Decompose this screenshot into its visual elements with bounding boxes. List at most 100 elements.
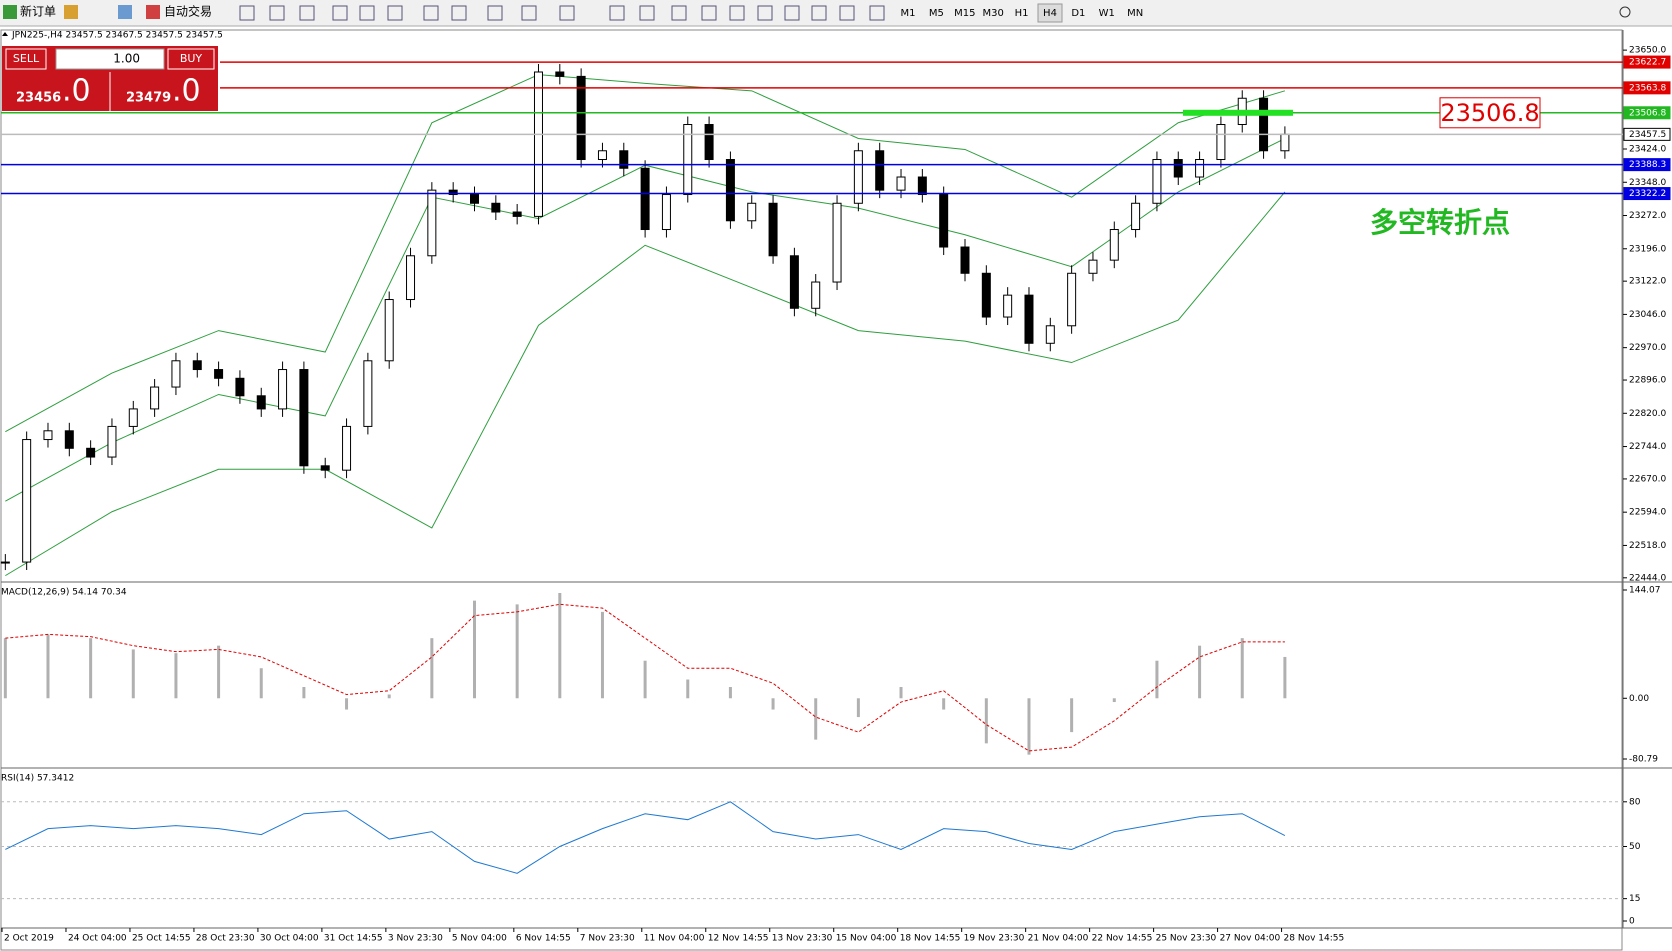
y-tick-label: 23122.0 [1629, 277, 1666, 287]
search-icon[interactable] [1619, 6, 1631, 18]
candle [64, 430, 74, 449]
timeframe[interactable]: W1 [1099, 8, 1115, 19]
buy-price[interactable]: 23479 [126, 91, 171, 106]
candle [1109, 229, 1119, 261]
tool-icon[interactable] [671, 5, 687, 21]
candle [1216, 124, 1226, 161]
x-tick-label: 13 Nov 23:30 [772, 934, 833, 944]
sell-price[interactable]: 23456 [16, 91, 61, 106]
lot-value[interactable]: 1.00 [113, 52, 140, 66]
candle [427, 189, 437, 257]
turn-marker [1183, 109, 1293, 116]
plots: 23650.0 23424.0 23348.0 23272.0 23196.0 23122… [0, 46, 1671, 944]
sell-label[interactable]: SELL [13, 52, 40, 65]
buy-button[interactable] [167, 48, 215, 70]
candle [299, 369, 309, 467]
tool-icon[interactable] [839, 5, 855, 21]
candle [22, 439, 32, 563]
level-tag [1623, 187, 1671, 201]
timeframe[interactable]: D1 [1071, 8, 1085, 19]
tool-icon[interactable] [521, 5, 537, 21]
y-tick-label: 22594.0 [1629, 508, 1666, 518]
sell-price-frac[interactable]: .0 [62, 74, 91, 109]
x-tick-label: 11 Nov 04:00 [644, 934, 705, 944]
level-tag [1623, 81, 1671, 95]
timeframe[interactable]: M15 [954, 8, 975, 19]
candle [704, 124, 714, 161]
candle [235, 377, 245, 397]
tool-icon[interactable] [332, 5, 348, 21]
candle [86, 447, 96, 458]
bollinger-upper [5, 74, 1286, 433]
level-tag [1623, 158, 1671, 172]
candle [725, 159, 735, 222]
tool-icon[interactable] [423, 5, 439, 21]
tool-icon[interactable] [559, 5, 575, 21]
timeframe[interactable]: MN [1127, 8, 1143, 19]
tool-icon[interactable] [811, 5, 827, 21]
timeframe[interactable]: M30 [983, 8, 1004, 19]
candle [1195, 159, 1205, 178]
tool-icon[interactable] [784, 5, 800, 21]
y-tick-label: 50 [1629, 842, 1641, 852]
candle [576, 75, 586, 161]
tool-icon[interactable] [64, 5, 78, 19]
y-tick-label: 80 [1629, 797, 1641, 807]
tool-icon[interactable] [387, 5, 403, 21]
auto-trade-icon[interactable] [146, 5, 160, 19]
lot-input[interactable] [55, 48, 165, 70]
y-tick-label: 22820.0 [1629, 409, 1666, 419]
tool-icon[interactable] [269, 5, 285, 21]
candle [256, 395, 266, 410]
candle [512, 211, 522, 217]
tool-icon[interactable] [757, 5, 773, 21]
level-label: 23622.7 [1629, 58, 1666, 68]
tool-icon[interactable] [118, 5, 132, 19]
level-label: 23506.8 [1629, 108, 1666, 118]
tool-icon[interactable] [359, 5, 375, 21]
candle [43, 430, 53, 441]
tool-icon[interactable] [869, 5, 885, 21]
candle [832, 202, 842, 283]
x-tick-label: 25 Nov 23:30 [1156, 934, 1217, 944]
timeframe[interactable]: H1 [1015, 8, 1029, 19]
new-order[interactable]: 新订单 [20, 4, 56, 19]
tool-icon[interactable] [299, 5, 315, 21]
candle [1131, 202, 1141, 231]
tool-icon[interactable] [487, 5, 503, 21]
x-tick-label: 22 Nov 14:55 [1092, 934, 1153, 944]
y-tick-label: 23272.0 [1629, 211, 1666, 221]
candle [917, 176, 927, 196]
level-tag [1623, 127, 1671, 141]
timeframe[interactable]: H4 [1043, 8, 1057, 19]
sell-button[interactable] [5, 48, 47, 70]
macd-header: MACD(12,26,9) 54.14 70.34 [1, 588, 127, 598]
x-tick-label: 15 Nov 04:00 [836, 934, 897, 944]
auto-trade[interactable]: 自动交易 [164, 4, 212, 19]
timeframe[interactable]: M1 [901, 8, 916, 19]
candle [342, 425, 352, 471]
candle [107, 425, 117, 458]
candle [363, 360, 373, 427]
x-tick-label: 24 Oct 04:00 [68, 934, 127, 944]
tool-icon[interactable] [729, 5, 745, 21]
timeframe[interactable]: M5 [929, 8, 944, 19]
x-tick-label: 12 Nov 14:55 [708, 934, 769, 944]
y-tick-label: 22444.0 [1629, 573, 1666, 583]
chart-frame [0, 29, 1623, 951]
y-tick-label: 22744.0 [1629, 442, 1666, 452]
candle [747, 202, 757, 222]
tool-icon[interactable] [609, 5, 625, 21]
tool-icon[interactable] [639, 5, 655, 21]
candle [619, 150, 629, 169]
buy-label[interactable]: BUY [180, 52, 203, 65]
candle [406, 255, 416, 301]
tool-icon[interactable] [239, 5, 255, 21]
buy-price-frac[interactable]: .0 [172, 74, 201, 109]
new-order-icon[interactable] [3, 5, 17, 19]
x-tick-label: 5 Nov 04:00 [452, 934, 507, 944]
tool-icon[interactable] [451, 5, 467, 21]
tool-icon[interactable] [701, 5, 717, 21]
y-tick-label: 0.00 [1629, 694, 1649, 704]
